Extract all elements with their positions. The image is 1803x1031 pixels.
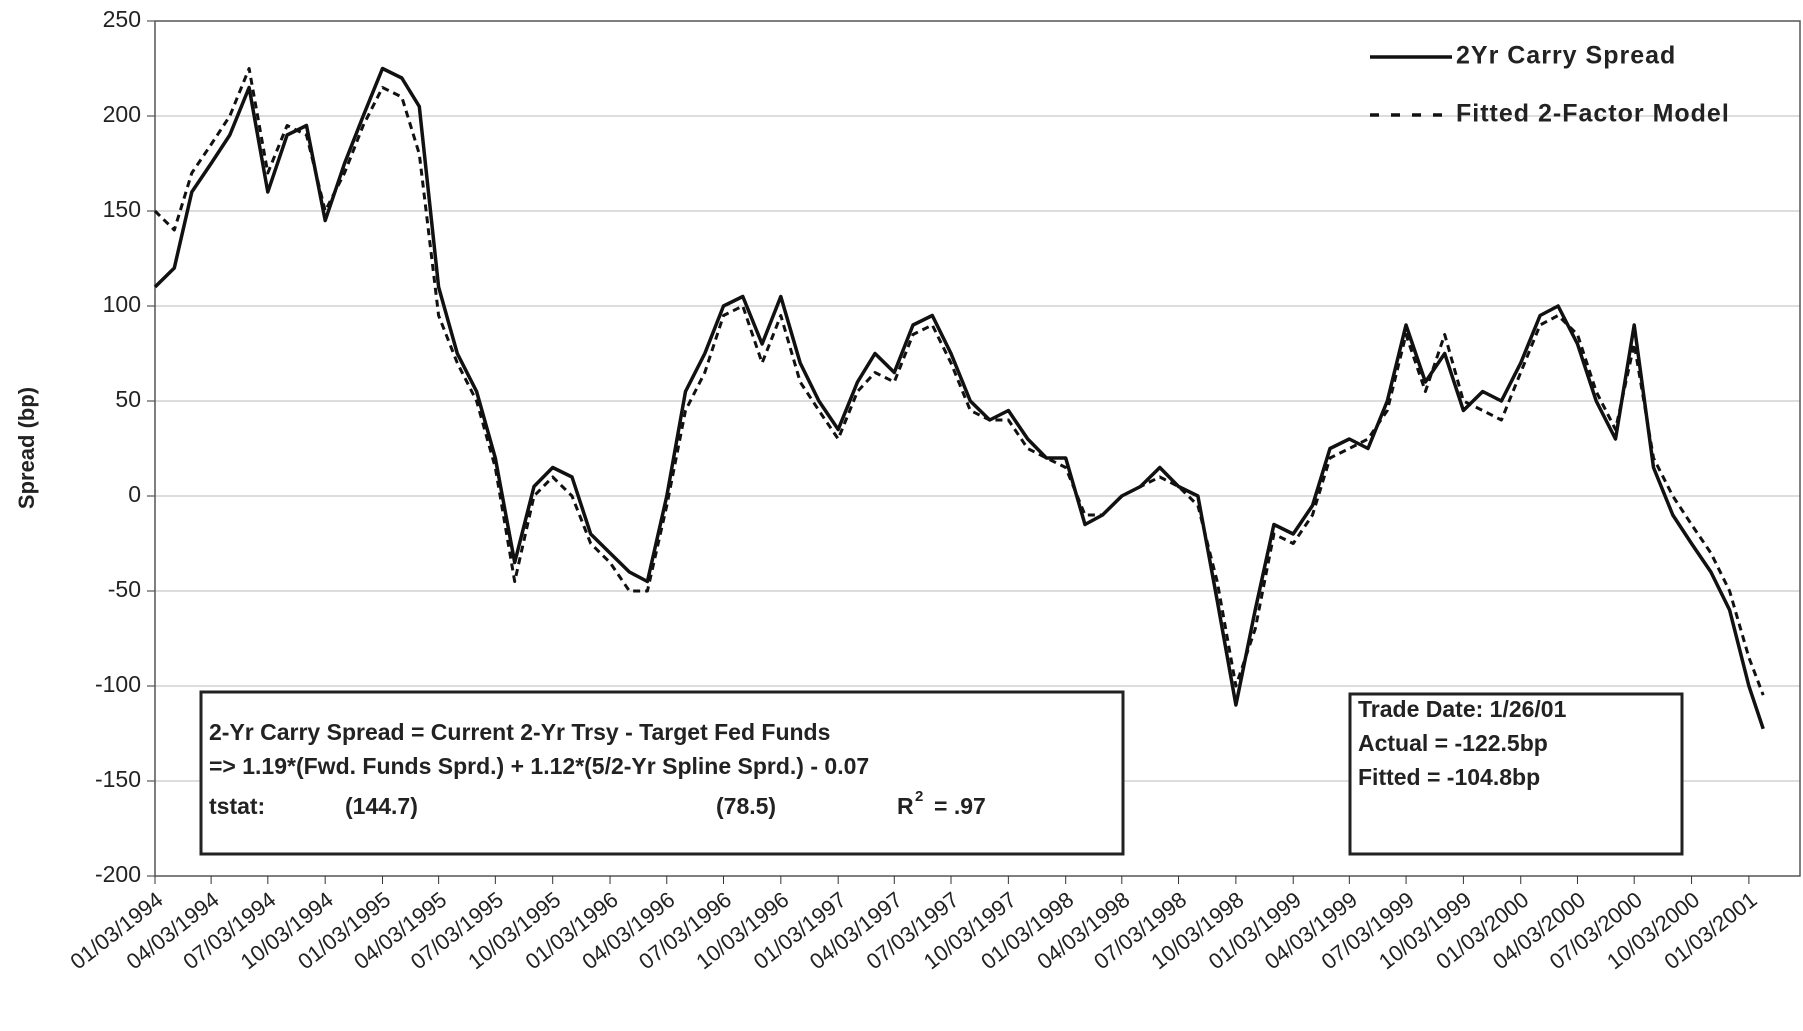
r2-symbol: R	[897, 793, 914, 819]
tstat-label: tstat:	[209, 793, 265, 819]
box-frame	[199, 690, 1125, 856]
y-tick-label: -150	[95, 766, 141, 792]
y-tick-label: 200	[103, 101, 141, 127]
y-tick-label: 100	[103, 291, 141, 317]
series-line	[153, 66, 1765, 730]
tstat-value: (78.5)	[716, 793, 776, 819]
trade-box: Trade Date: 1/26/01 Actual = -122.5bp Fitt…	[1348, 692, 1684, 856]
y-tick-label: 250	[103, 6, 141, 32]
series-line	[153, 67, 1765, 696]
y-axis-title: Spread (bp)	[14, 387, 39, 509]
legend: 2Yr Carry Spread Fitted 2-Factor Model	[1370, 42, 1730, 128]
y-tick-label: -100	[95, 671, 141, 697]
y-tick-label: -200	[95, 861, 141, 887]
trade-line: Trade Date: 1/26/01	[1358, 696, 1567, 722]
y-tick-label: 150	[103, 196, 141, 222]
y-tick-label: -50	[108, 576, 141, 602]
plot-frame	[154, 20, 1801, 877]
legend-label: Fitted 2-Factor Model	[1456, 100, 1730, 128]
equation-line: => 1.19*(Fwd. Funds Sprd.) + 1.12*(5/2-Y…	[209, 753, 869, 779]
legend-label: 2Yr Carry Spread	[1456, 42, 1676, 70]
equation-line: 2-Yr Carry Spread = Current 2-Yr Trsy - …	[209, 719, 830, 745]
trade-line: Fitted = -104.8bp	[1358, 764, 1540, 790]
y-tick-label: 0	[128, 481, 141, 507]
tstat-value: (144.7)	[345, 793, 418, 819]
equation-box: 2-Yr Carry Spread = Current 2-Yr Trsy - …	[199, 690, 1125, 856]
r2-exponent: 2	[915, 788, 923, 805]
r2-value: = .97	[934, 793, 986, 819]
trade-line: Actual = -122.5bp	[1358, 730, 1548, 756]
box-frame	[1348, 692, 1684, 856]
y-tick-label: 50	[115, 386, 141, 412]
